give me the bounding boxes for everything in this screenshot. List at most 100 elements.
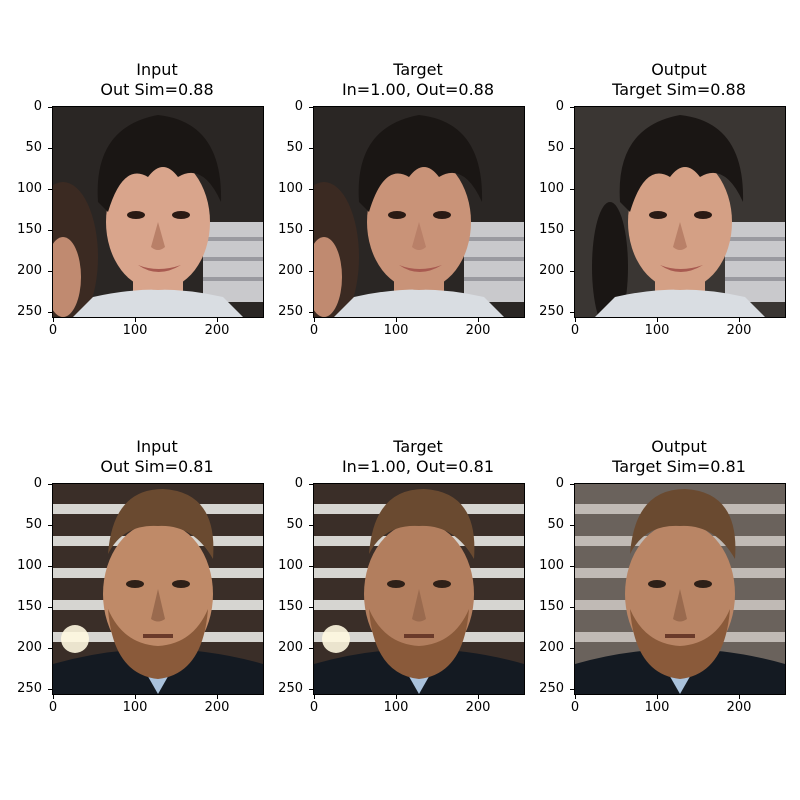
y-tick-label: 50: [25, 140, 42, 156]
x-tick-mark: [217, 318, 219, 322]
x-tick-mark: [217, 695, 219, 699]
panel-title: Input Out Sim=0.88: [37, 60, 277, 100]
x-tick-label: 100: [122, 323, 148, 338]
y-tick-mark: [570, 607, 574, 609]
y-tick-label: 50: [25, 517, 42, 533]
y-tick-label: 250: [278, 681, 303, 697]
y-tick-mark: [48, 148, 52, 150]
y-tick-mark: [309, 312, 313, 314]
y-tick-label: 100: [17, 558, 42, 574]
x-tick-label: 0: [309, 700, 319, 715]
x-tick-label: 100: [383, 700, 409, 715]
y-tick-mark: [309, 689, 313, 691]
face-middle-aged-man-beard-original-image: [52, 483, 264, 695]
x-tick-mark: [739, 318, 741, 322]
y-tick-mark: [309, 607, 313, 609]
y-tick-mark: [48, 566, 52, 568]
y-tick-mark: [309, 484, 313, 485]
y-tick-mark: [309, 230, 313, 232]
panel-title-line1: Input: [136, 60, 178, 79]
image-panel: [574, 106, 786, 318]
y-tick-label: 250: [539, 304, 564, 320]
x-tick-label: 200: [204, 700, 230, 715]
y-tick-label: 0: [555, 476, 564, 491]
x-tick-mark: [135, 318, 137, 322]
y-tick-mark: [570, 484, 574, 485]
y-tick-mark: [309, 107, 313, 108]
face-middle-aged-man-beard-target-image: [313, 483, 525, 695]
x-tick-mark: [575, 318, 576, 322]
y-tick-mark: [309, 648, 313, 650]
x-tick-mark: [478, 695, 480, 699]
face-young-man-dark-hair-target-image: [313, 106, 525, 318]
y-tick-mark: [309, 525, 313, 527]
panel-title: Input Out Sim=0.81: [37, 437, 277, 477]
x-tick-mark: [657, 695, 659, 699]
y-tick-label: 250: [17, 681, 42, 697]
y-tick-label: 200: [278, 640, 303, 656]
x-tick-mark: [53, 318, 54, 322]
panel-title: Output Target Sim=0.88: [559, 60, 799, 100]
y-tick-label: 0: [33, 99, 42, 114]
x-tick-mark: [575, 695, 576, 699]
y-tick-mark: [309, 189, 313, 191]
x-tick-label: 0: [570, 323, 580, 338]
y-tick-label: 0: [555, 99, 564, 114]
y-tick-mark: [570, 148, 574, 150]
y-tick-label: 200: [278, 263, 303, 279]
image-panel: [52, 106, 264, 318]
y-tick-label: 200: [539, 640, 564, 656]
x-tick-label: 0: [570, 700, 580, 715]
image-panel: [313, 106, 525, 318]
x-tick-label: 200: [726, 323, 752, 338]
y-tick-label: 100: [278, 558, 303, 574]
x-tick-label: 0: [48, 323, 58, 338]
panel-title-line1: Output: [651, 437, 707, 456]
image-panel: [52, 483, 264, 695]
x-tick-label: 200: [726, 700, 752, 715]
y-tick-label: 150: [17, 599, 42, 615]
y-tick-mark: [48, 271, 52, 273]
x-tick-label: 100: [644, 323, 670, 338]
y-tick-label: 150: [17, 222, 42, 238]
y-tick-label: 100: [17, 181, 42, 197]
y-tick-mark: [48, 689, 52, 691]
y-tick-label: 200: [17, 263, 42, 279]
y-tick-label: 200: [539, 263, 564, 279]
y-tick-mark: [570, 648, 574, 650]
y-tick-mark: [48, 230, 52, 232]
x-tick-label: 100: [644, 700, 670, 715]
y-tick-mark: [570, 271, 574, 273]
x-tick-label: 0: [309, 323, 319, 338]
y-tick-label: 150: [539, 222, 564, 238]
y-tick-label: 100: [539, 558, 564, 574]
image-panel: [313, 483, 525, 695]
y-tick-label: 100: [539, 181, 564, 197]
y-tick-mark: [309, 271, 313, 273]
x-tick-mark: [314, 695, 315, 699]
panel-title-line1: Target: [393, 437, 443, 456]
x-tick-mark: [135, 695, 137, 699]
y-tick-mark: [570, 566, 574, 568]
y-tick-label: 100: [278, 181, 303, 197]
y-tick-mark: [48, 607, 52, 609]
y-tick-mark: [570, 312, 574, 314]
panel-title: Target In=1.00, Out=0.88: [298, 60, 538, 100]
y-tick-mark: [48, 525, 52, 527]
y-tick-mark: [570, 189, 574, 191]
y-tick-label: 200: [17, 640, 42, 656]
y-tick-mark: [570, 525, 574, 527]
x-tick-mark: [478, 318, 480, 322]
x-tick-mark: [396, 695, 398, 699]
panel-title: Output Target Sim=0.81: [559, 437, 799, 477]
x-tick-label: 200: [465, 700, 491, 715]
x-tick-mark: [657, 318, 659, 322]
y-tick-label: 250: [17, 304, 42, 320]
image-panel: [574, 483, 786, 695]
y-tick-mark: [48, 312, 52, 314]
y-tick-label: 0: [294, 99, 303, 114]
panel-title-line2: Target Sim=0.88: [612, 80, 746, 99]
panel-title: Target In=1.00, Out=0.81: [298, 437, 538, 477]
panel-title-line2: Out Sim=0.81: [100, 457, 214, 476]
y-tick-label: 0: [33, 476, 42, 491]
